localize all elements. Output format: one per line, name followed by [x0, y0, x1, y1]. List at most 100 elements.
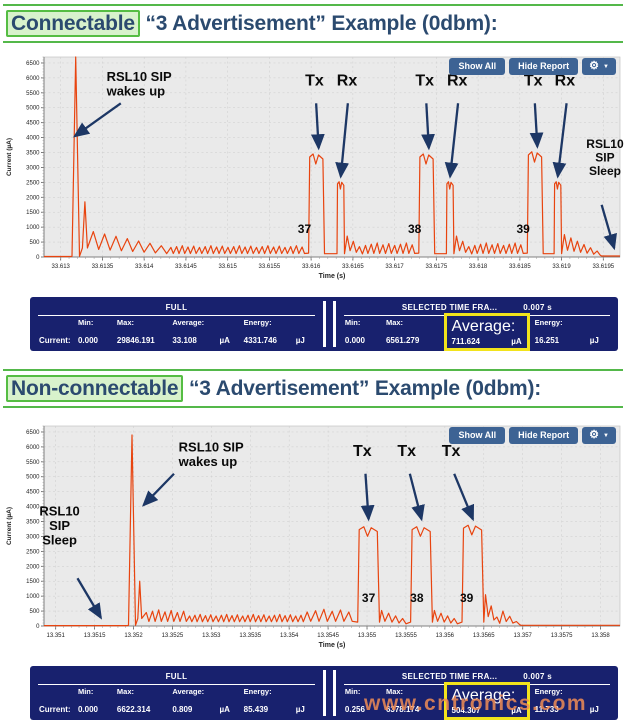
svg-text:6000: 6000: [26, 76, 40, 82]
chart-toolbar: Show All Hide Report ⚙ ▼: [449, 58, 616, 75]
svg-text:4500: 4500: [26, 121, 40, 127]
chart-toolbar: Show All Hide Report ⚙ ▼: [449, 427, 616, 444]
show-all-button[interactable]: Show All: [449, 427, 506, 444]
svg-text:Tx: Tx: [442, 443, 461, 460]
svg-text:38: 38: [410, 591, 424, 605]
hide-report-button[interactable]: Hide Report: [509, 427, 579, 444]
svg-text:4500: 4500: [26, 490, 40, 496]
svg-text:13.352: 13.352: [124, 633, 143, 639]
svg-text:Time (s): Time (s): [319, 642, 346, 649]
max-value: 6622.314: [116, 705, 151, 714]
average-value: 504.307: [451, 706, 481, 715]
current-label: Current:: [39, 705, 71, 714]
svg-text:33.6195: 33.6195: [592, 264, 614, 270]
svg-text:38: 38: [408, 222, 422, 236]
svg-text:1000: 1000: [26, 225, 40, 231]
svg-text:13.357: 13.357: [514, 633, 533, 639]
energy-value: 4331.746: [243, 336, 278, 345]
selected-stats-panel: SELECTED TIME FRA... 0.007 s Min: 0.000 Ma…: [342, 300, 612, 351]
selected-stats-panel: SELECTED TIME FRA... 0.007 s Min: 0.256 Ma…: [342, 669, 612, 720]
svg-text:33.6145: 33.6145: [175, 264, 197, 270]
svg-text:13.358: 13.358: [591, 633, 610, 639]
svg-text:13.355: 13.355: [358, 633, 377, 639]
svg-text:13.3565: 13.3565: [473, 633, 495, 639]
svg-text:13.356: 13.356: [436, 633, 455, 639]
svg-text:Tx: Tx: [524, 72, 543, 89]
svg-text:2500: 2500: [26, 549, 40, 555]
microjoule-unit: µJ: [295, 705, 305, 714]
svg-text:39: 39: [516, 222, 530, 236]
svg-text:RSL10 SIP: RSL10 SIP: [107, 69, 172, 84]
svg-text:2000: 2000: [26, 564, 40, 570]
max-label: Max:: [116, 318, 134, 327]
svg-text:13.3555: 13.3555: [395, 633, 417, 639]
svg-text:500: 500: [29, 240, 40, 246]
full-header: FULL: [165, 303, 188, 312]
average-label: Average:: [172, 687, 205, 696]
svg-text:RSL10: RSL10: [586, 137, 624, 151]
max-label: Max:: [385, 687, 404, 696]
svg-text:0: 0: [36, 255, 40, 261]
svg-text:Rx: Rx: [337, 72, 358, 89]
max-value: 6561.279: [385, 336, 420, 345]
svg-text:2500: 2500: [26, 180, 40, 186]
svg-text:13.354: 13.354: [280, 633, 299, 639]
svg-text:Tx: Tx: [415, 72, 434, 89]
current-vs-time-chart-svg: 0 500 1000 1500 2000 2500 3000 3500 4000 4500 5000…: [6, 425, 621, 649]
svg-text:13.351: 13.351: [46, 633, 65, 639]
svg-text:33.619: 33.619: [552, 264, 571, 270]
green-divider: [3, 4, 623, 6]
svg-text:Sleep: Sleep: [589, 164, 621, 178]
energy-label: Energy:: [243, 318, 272, 327]
svg-text:wakes up: wakes up: [106, 83, 166, 98]
svg-text:Rx: Rx: [447, 72, 468, 89]
stats-separator: [322, 670, 336, 716]
max-label: Max:: [116, 687, 134, 696]
min-label: Min:: [77, 687, 94, 696]
svg-text:3500: 3500: [26, 520, 40, 526]
average-value: 0.809: [172, 705, 193, 714]
svg-text:RSL10 SIP: RSL10 SIP: [179, 439, 244, 454]
average-label: Average:: [451, 318, 516, 335]
microamp-unit: µA: [219, 336, 230, 345]
svg-text:5000: 5000: [26, 475, 40, 481]
average-highlight-box: Average: 504.307 µA: [443, 682, 530, 720]
svg-text:39: 39: [460, 591, 474, 605]
svg-text:Tx: Tx: [305, 72, 324, 89]
svg-text:33.6165: 33.6165: [342, 264, 364, 270]
full-header: FULL: [165, 672, 188, 681]
svg-text:37: 37: [362, 591, 376, 605]
selected-header: SELECTED TIME FRA...: [401, 303, 498, 312]
non-connectable-section: Non-connectable “3 Advertisement” Exampl…: [0, 369, 626, 720]
svg-text:33.616: 33.616: [302, 264, 321, 270]
microjoule-unit: µJ: [589, 705, 599, 714]
green-divider: [3, 369, 623, 371]
svg-text:Rx: Rx: [555, 72, 576, 89]
svg-text:13.3525: 13.3525: [162, 633, 184, 639]
svg-text:1000: 1000: [26, 594, 40, 600]
svg-text:33.6155: 33.6155: [259, 264, 281, 270]
show-all-button[interactable]: Show All: [449, 58, 506, 75]
connectable-section: Connectable “3 Advertisement” Example (0…: [0, 4, 626, 351]
measurement-stats-bar: FULL Current: Min: 0.000 Max: 29846.191 Av…: [30, 297, 618, 351]
average-value: 33.108: [172, 336, 197, 345]
svg-text:500: 500: [29, 609, 40, 615]
svg-text:1500: 1500: [26, 210, 40, 216]
svg-text:6500: 6500: [26, 430, 40, 436]
gear-icon: ⚙: [589, 60, 600, 72]
average-highlight-box: Average: 711.624 µA: [443, 313, 530, 351]
svg-text:33.618: 33.618: [469, 264, 488, 270]
gear-icon: ⚙: [589, 429, 600, 441]
settings-button[interactable]: ⚙ ▼: [582, 427, 616, 444]
svg-text:33.614: 33.614: [135, 264, 154, 270]
svg-text:37: 37: [298, 222, 312, 236]
average-label: Average:: [172, 318, 205, 327]
hide-report-button[interactable]: Hide Report: [509, 58, 579, 75]
settings-button[interactable]: ⚙ ▼: [582, 58, 616, 75]
title-highlight: Non-connectable: [6, 375, 184, 402]
svg-text:Current (µA): Current (µA): [6, 138, 13, 176]
microamp-unit: µA: [511, 337, 522, 346]
svg-text:13.3575: 13.3575: [551, 633, 573, 639]
current-chart: 0 500 1000 1500 2000 2500 3000 3500 4000 4500 5000…: [2, 420, 624, 660]
svg-text:wakes up: wakes up: [178, 454, 238, 469]
